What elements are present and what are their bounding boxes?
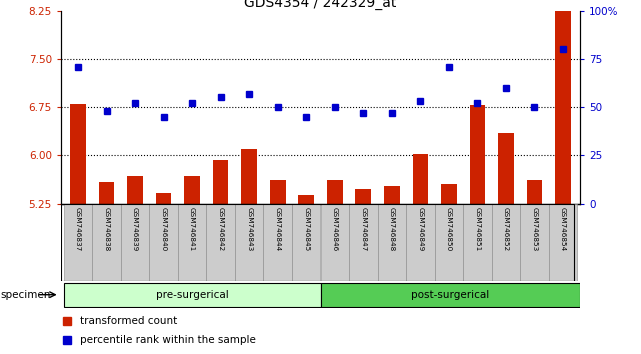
Text: GSM746841: GSM746841 [189,207,195,252]
Bar [435,204,463,281]
Text: transformed count: transformed count [79,316,177,326]
Bar [413,154,428,204]
Text: GSM746851: GSM746851 [474,207,480,252]
Text: GSM746837: GSM746837 [75,207,81,252]
Text: GSM746853: GSM746853 [531,207,537,252]
Text: GSM746848: GSM746848 [389,207,395,252]
Text: specimen: specimen [1,290,51,300]
Bar [299,195,314,204]
Bar [241,149,257,204]
Bar [527,180,542,204]
Bar [63,283,320,307]
Bar [320,204,349,281]
Bar [184,176,200,204]
Bar [384,186,400,204]
Bar [235,204,263,281]
Bar [206,204,235,281]
Bar [470,105,485,204]
Bar [63,204,92,281]
Text: GSM746847: GSM746847 [360,207,366,252]
Bar [121,204,149,281]
Text: percentile rank within the sample: percentile rank within the sample [79,335,256,345]
Text: GSM746839: GSM746839 [132,207,138,252]
Bar [127,176,143,204]
Bar [92,204,121,281]
Bar [406,204,435,281]
Bar [270,180,285,204]
Bar [149,204,178,281]
Bar [70,104,86,204]
Text: GSM746850: GSM746850 [446,207,452,252]
Text: GSM746846: GSM746846 [332,207,338,252]
Bar [263,204,292,281]
Bar [356,189,371,204]
Text: GSM746842: GSM746842 [218,207,224,252]
Bar [378,204,406,281]
Bar [555,2,571,204]
Bar [213,160,228,204]
Text: GSM746838: GSM746838 [104,207,110,252]
Bar [549,204,578,281]
Text: GSM746854: GSM746854 [560,207,566,252]
Title: GDS4354 / 242329_at: GDS4354 / 242329_at [244,0,397,10]
Text: GSM746843: GSM746843 [246,207,252,252]
Bar [463,204,492,281]
Bar [492,204,520,281]
Bar [327,180,342,204]
Text: GSM746852: GSM746852 [503,207,509,252]
Text: pre-surgerical: pre-surgerical [156,290,228,300]
Bar [156,193,171,204]
Bar [349,204,378,281]
Text: GSM746844: GSM746844 [275,207,281,252]
Text: post-surgerical: post-surgerical [411,290,490,300]
Text: GSM746849: GSM746849 [417,207,423,252]
Bar [498,133,514,204]
Bar [320,283,580,307]
Bar [441,184,457,204]
Text: GSM746845: GSM746845 [303,207,309,252]
Bar [520,204,549,281]
Bar [99,182,114,204]
Bar [178,204,206,281]
Bar [292,204,320,281]
Text: GSM746840: GSM746840 [161,207,167,252]
